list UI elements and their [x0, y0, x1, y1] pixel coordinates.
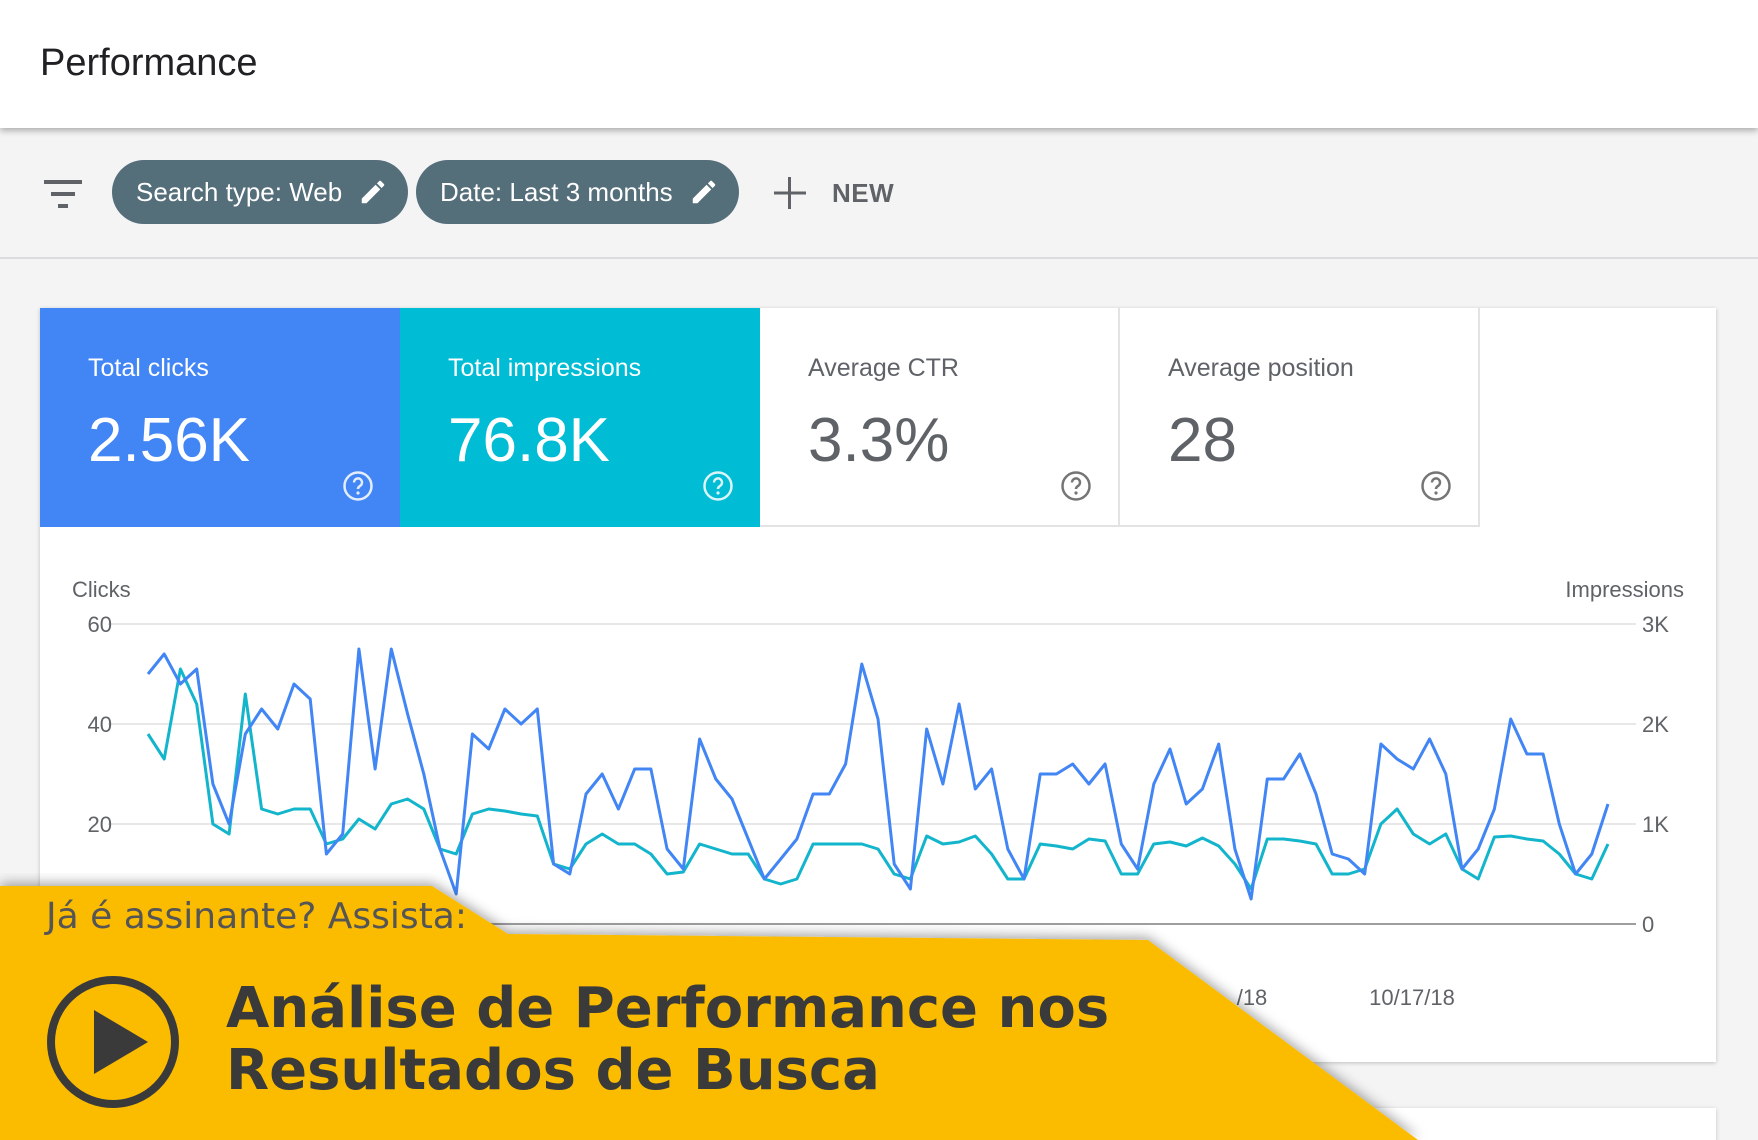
- y-tick-label-left: 40: [88, 712, 112, 737]
- chart-ticks: 60 40 20 3K 2K 1K 0/18 10/17/18: [88, 612, 1670, 1010]
- date-chip[interactable]: Date: Last 3 months: [416, 160, 739, 224]
- y-tick-label-left: 20: [88, 812, 112, 837]
- new-filter-button[interactable]: NEW: [770, 168, 894, 218]
- y-tick-label-left: 60: [88, 612, 112, 637]
- performance-card: Total clicks 2.56K Total impressions 76.…: [40, 308, 1716, 1062]
- metric-label: Average CTR: [808, 354, 959, 382]
- date-chip-label: Date: Last 3 months: [440, 176, 673, 207]
- page-title: Performance: [40, 42, 258, 84]
- clicks-series-line: [146, 647, 1610, 901]
- metric-value: 3.3%: [808, 406, 950, 475]
- help-icon[interactable]: [1060, 470, 1092, 502]
- metric-total-impressions[interactable]: Total impressions 76.8K: [400, 308, 760, 527]
- filter-toolbar: Search type: Web Date: Last 3 months NEW: [0, 128, 1758, 259]
- y-axis-label-right: Impressions: [1565, 577, 1684, 602]
- filter-icon[interactable]: [42, 176, 86, 212]
- y-tick-label-right: 1K: [1642, 812, 1669, 837]
- metric-label: Average position: [1168, 354, 1354, 382]
- y-tick-label-right: 2K: [1642, 712, 1669, 737]
- help-icon[interactable]: [702, 470, 734, 502]
- x-tick-label: /18: [1237, 985, 1268, 1010]
- new-filter-label: NEW: [832, 177, 895, 208]
- metric-total-clicks[interactable]: Total clicks 2.56K: [40, 308, 400, 527]
- y-axis-label-left: Clicks: [72, 577, 131, 602]
- search-type-chip[interactable]: Search type: Web: [112, 160, 409, 224]
- metric-average-position[interactable]: Average position 28: [1120, 308, 1480, 527]
- chart-lines: [146, 647, 1610, 901]
- metric-label: Total clicks: [88, 354, 209, 382]
- metric-value: 28: [1168, 406, 1237, 475]
- metric-value: 2.56K: [88, 406, 251, 475]
- metric-average-ctr[interactable]: Average CTR 3.3%: [760, 308, 1120, 527]
- metric-label: Total impressions: [448, 354, 642, 382]
- plus-icon: [774, 177, 806, 209]
- search-type-chip-label: Search type: Web: [136, 176, 343, 207]
- chart-grid: [108, 623, 1636, 925]
- metric-value: 76.8K: [448, 406, 611, 475]
- pencil-icon[interactable]: [358, 177, 388, 207]
- secondary-card: [1230, 1108, 1716, 1140]
- y-tick-label-right: 3K: [1642, 612, 1669, 637]
- y-tick-label-right: 0: [1642, 912, 1654, 937]
- page-header: Performance: [0, 0, 1758, 128]
- help-icon[interactable]: [342, 470, 374, 502]
- performance-chart[interactable]: Clicks Impressions 60 40 20 3K 2K 1K 0/18 10/17…: [40, 308, 1716, 1062]
- pencil-icon[interactable]: [689, 177, 719, 207]
- x-tick-label: 10/17/18: [1369, 985, 1455, 1010]
- help-icon[interactable]: [1420, 470, 1452, 502]
